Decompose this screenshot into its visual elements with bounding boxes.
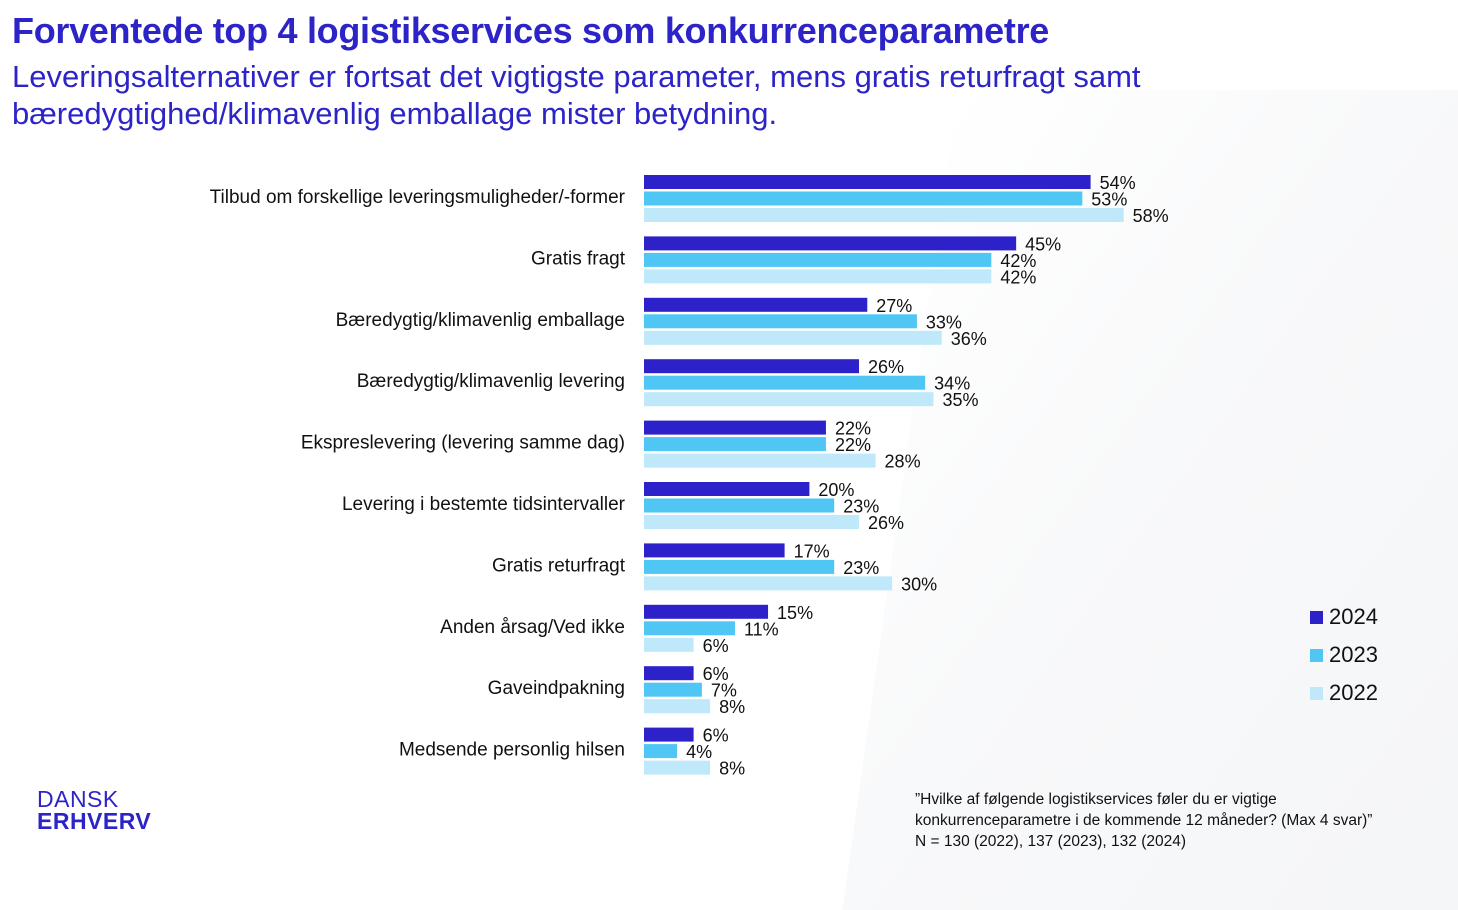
value-label-2024-5: 22% [835, 419, 871, 439]
bar-2023-3 [644, 314, 917, 329]
value-label-2022-3: 36% [951, 329, 987, 349]
bar-2023-4 [644, 375, 926, 390]
bar-2023-8 [644, 621, 735, 636]
page-subtitle: Leveringsalternativer er fortsat det vig… [12, 59, 1141, 131]
legend-item-2023: 2023 [1310, 636, 1378, 674]
footnote-question-line-1: ”Hvilke af følgende logistikservices føl… [915, 791, 1277, 808]
bar-2022-10 [644, 760, 711, 775]
value-label-2023-1: 53% [1091, 190, 1127, 210]
bar-2024-2 [644, 236, 1017, 251]
bar-2024-1 [644, 175, 1091, 189]
value-label-2024-6: 20% [818, 480, 854, 500]
bar-2023-1 [644, 191, 1083, 206]
bar-2022-7 [644, 576, 893, 591]
value-label-2023-2: 42% [1000, 251, 1036, 271]
value-label-2022-9: 8% [719, 697, 745, 717]
value-label-2024-8: 15% [777, 603, 813, 623]
value-label-2022-6: 26% [868, 513, 904, 533]
value-label-2023-6: 23% [843, 497, 879, 517]
bar-2022-6 [644, 515, 860, 529]
value-label-2024-1: 54% [1100, 173, 1136, 193]
chart-legend: 2024 2023 2022 [1310, 598, 1378, 712]
legend-label-2022: 2022 [1329, 680, 1378, 705]
bar-2024-4 [644, 359, 860, 374]
category-label-5: Ekspreslevering (levering samme dag) [301, 433, 625, 454]
legend-swatch-2023 [1310, 648, 1323, 662]
category-label-4: Bæredygtig/klimavenlig levering [357, 371, 625, 392]
category-label-8: Anden årsag/Ved ikke [440, 617, 625, 638]
legend-item-2022: 2022 [1310, 674, 1378, 712]
category-label-2: Gratis fragt [531, 248, 626, 269]
logo-line-1: DANSK [37, 786, 119, 812]
page-title: Forventede top 4 logistikservices som ko… [12, 10, 1050, 51]
value-label-2024-9: 6% [703, 664, 729, 684]
legend-item-2024: 2024 [1310, 598, 1378, 636]
logo-line-2: ERHVERV [37, 808, 152, 834]
bar-2023-10 [644, 744, 678, 759]
category-label-6: Levering i bestemte tidsintervaller [342, 494, 626, 515]
value-label-2023-10: 4% [686, 742, 712, 762]
value-label-2022-2: 42% [1000, 267, 1036, 287]
value-label-2022-10: 8% [719, 759, 745, 779]
value-label-2023-8: 11% [744, 619, 779, 639]
bar-2024-6 [644, 482, 810, 496]
bar-2024-5 [644, 420, 826, 435]
legend-label-2023: 2023 [1329, 642, 1378, 667]
value-label-2024-7: 17% [794, 541, 830, 561]
bar-2022-1 [644, 208, 1124, 222]
bar-2023-9 [644, 682, 702, 697]
value-label-2023-9: 7% [711, 681, 737, 701]
value-label-2024-10: 6% [703, 726, 729, 746]
category-label-1: Tilbud om forskellige leveringsmulighede… [210, 187, 626, 208]
value-label-2022-7: 30% [901, 574, 937, 594]
bar-2024-9 [644, 666, 694, 681]
bar-2024-3 [644, 297, 868, 312]
legend-label-2024: 2024 [1329, 604, 1378, 629]
footnote-sample-size: N = 130 (2022), 137 (2023), 132 (2024) [915, 833, 1187, 850]
value-label-2022-8: 6% [703, 636, 729, 656]
value-label-2023-4: 34% [934, 374, 970, 394]
survey-footnote: ”Hvilke af følgende logistikservices føl… [915, 789, 1455, 852]
legend-swatch-2024 [1310, 610, 1323, 624]
bar-2022-8 [644, 637, 694, 652]
bar-2022-2 [644, 269, 992, 284]
value-label-2022-4: 35% [942, 390, 978, 410]
bar-2022-4 [644, 392, 934, 407]
bar-2023-2 [644, 252, 992, 267]
category-label-9: Gaveindpakning [488, 678, 625, 699]
value-label-2024-3: 27% [876, 296, 912, 316]
value-label-2023-7: 23% [843, 558, 879, 578]
bar-2023-5 [644, 437, 826, 452]
category-label-7: Gratis returfragt [492, 555, 626, 576]
dansk-erhverv-logo: DANSK ERHVERV [37, 786, 152, 834]
value-label-2022-5: 28% [885, 452, 921, 472]
bar-chart: Tilbud om forskellige leveringsmulighede… [210, 173, 1169, 779]
value-label-2024-4: 26% [868, 357, 904, 377]
bar-2022-9 [644, 699, 711, 714]
value-label-2023-5: 22% [835, 435, 871, 455]
footnote-question-line-2: konkurrenceparametre i de kommende 12 må… [915, 812, 1373, 829]
bar-2024-10 [644, 727, 694, 742]
bar-2024-8 [644, 604, 769, 619]
bar-2022-3 [644, 330, 942, 345]
category-label-3: Bæredygtig/klimavenlig emballage [336, 310, 625, 331]
bar-2022-5 [644, 453, 876, 468]
category-label-10: Medsende personlig hilsen [399, 740, 625, 761]
value-label-2022-1: 58% [1133, 206, 1169, 226]
bar-2023-7 [644, 559, 835, 574]
bar-2024-7 [644, 543, 785, 558]
value-label-2023-3: 33% [926, 312, 962, 332]
legend-swatch-2022 [1310, 686, 1323, 700]
bar-2023-6 [644, 498, 835, 513]
value-label-2024-2: 45% [1025, 234, 1061, 254]
